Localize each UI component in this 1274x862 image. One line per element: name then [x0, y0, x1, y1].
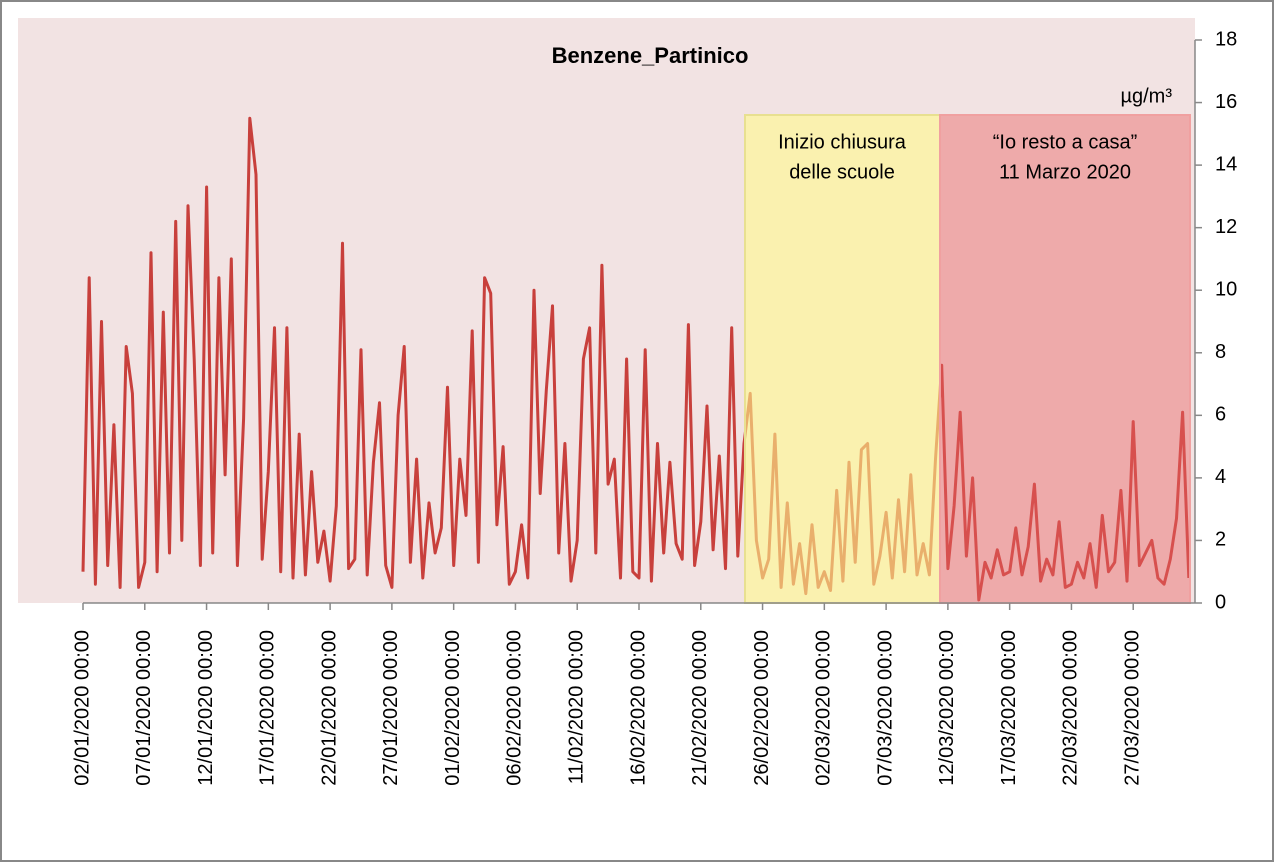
x-tick-label: 21/02/2020 00:00 — [689, 630, 711, 786]
y-tick-label: 10 — [1215, 279, 1237, 301]
y-tick-label: 12 — [1215, 216, 1237, 238]
x-tick-label: 17/03/2020 00:00 — [998, 630, 1020, 786]
annotation: delle scuole — [789, 161, 895, 183]
x-tick-label: 16/02/2020 00:00 — [627, 630, 649, 786]
lockdown-region — [939, 114, 1191, 604]
x-tick-label: 26/02/2020 00:00 — [751, 630, 773, 786]
y-tick-label: 4 — [1215, 466, 1226, 488]
x-tick-label: 01/02/2020 00:00 — [442, 630, 464, 786]
chart-title: Benzene_Partinico — [552, 43, 749, 68]
y-tick-label: 18 — [1215, 28, 1237, 50]
x-tick-label: 02/03/2020 00:00 — [813, 630, 835, 786]
y-axis-unit: µg/m³ — [1120, 85, 1172, 107]
annotation: “Io resto a casa” — [993, 131, 1138, 153]
x-tick-label: 17/01/2020 00:00 — [257, 630, 279, 786]
annotation: Inizio chiusura — [778, 131, 907, 153]
y-tick-label: 14 — [1215, 153, 1237, 175]
x-tick-label: 22/03/2020 00:00 — [1060, 630, 1082, 786]
series-layer — [81, 116, 1191, 602]
x-tick-label: 27/03/2020 00:00 — [1122, 630, 1144, 786]
y-tick-label: 2 — [1215, 529, 1226, 551]
x-tick-label: 07/03/2020 00:00 — [874, 630, 896, 786]
x-tick-label: 11/02/2020 00:00 — [566, 630, 588, 784]
y-tick-label: 16 — [1215, 91, 1237, 113]
x-tick-label: 02/01/2020 00:00 — [71, 630, 93, 786]
data-line — [81, 116, 1191, 602]
annotation: 11 Marzo 2020 — [999, 161, 1131, 183]
x-tick-label: 12/01/2020 00:00 — [195, 630, 217, 786]
y-tick-label: 6 — [1215, 404, 1226, 426]
x-tick-label: 27/01/2020 00:00 — [380, 630, 402, 786]
y-tick-label: 8 — [1215, 341, 1226, 363]
y-tick-label: 0 — [1215, 591, 1226, 613]
x-tick-label: 06/02/2020 00:00 — [504, 630, 526, 786]
x-tick-label: 07/01/2020 00:00 — [133, 630, 155, 786]
x-tick-label: 22/01/2020 00:00 — [318, 630, 340, 786]
x-tick-label: 12/03/2020 00:00 — [936, 630, 958, 786]
school-closure-region — [744, 114, 941, 604]
